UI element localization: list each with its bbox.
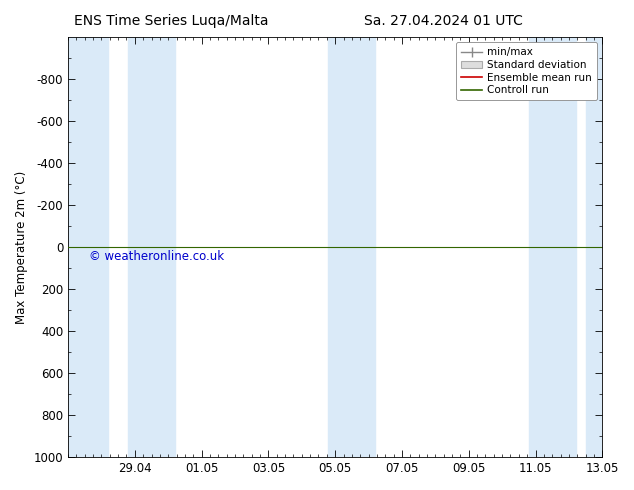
Bar xyxy=(529,37,576,457)
Bar xyxy=(128,37,175,457)
Text: © weatheronline.co.uk: © weatheronline.co.uk xyxy=(89,250,224,263)
Bar xyxy=(68,37,108,457)
Bar xyxy=(328,37,375,457)
Legend: min/max, Standard deviation, Ensemble mean run, Controll run: min/max, Standard deviation, Ensemble me… xyxy=(456,42,597,100)
Text: Sa. 27.04.2024 01 UTC: Sa. 27.04.2024 01 UTC xyxy=(365,14,523,28)
Text: ENS Time Series Luqa/Malta: ENS Time Series Luqa/Malta xyxy=(74,14,268,28)
Bar xyxy=(586,37,602,457)
Y-axis label: Max Temperature 2m (°C): Max Temperature 2m (°C) xyxy=(15,171,28,324)
